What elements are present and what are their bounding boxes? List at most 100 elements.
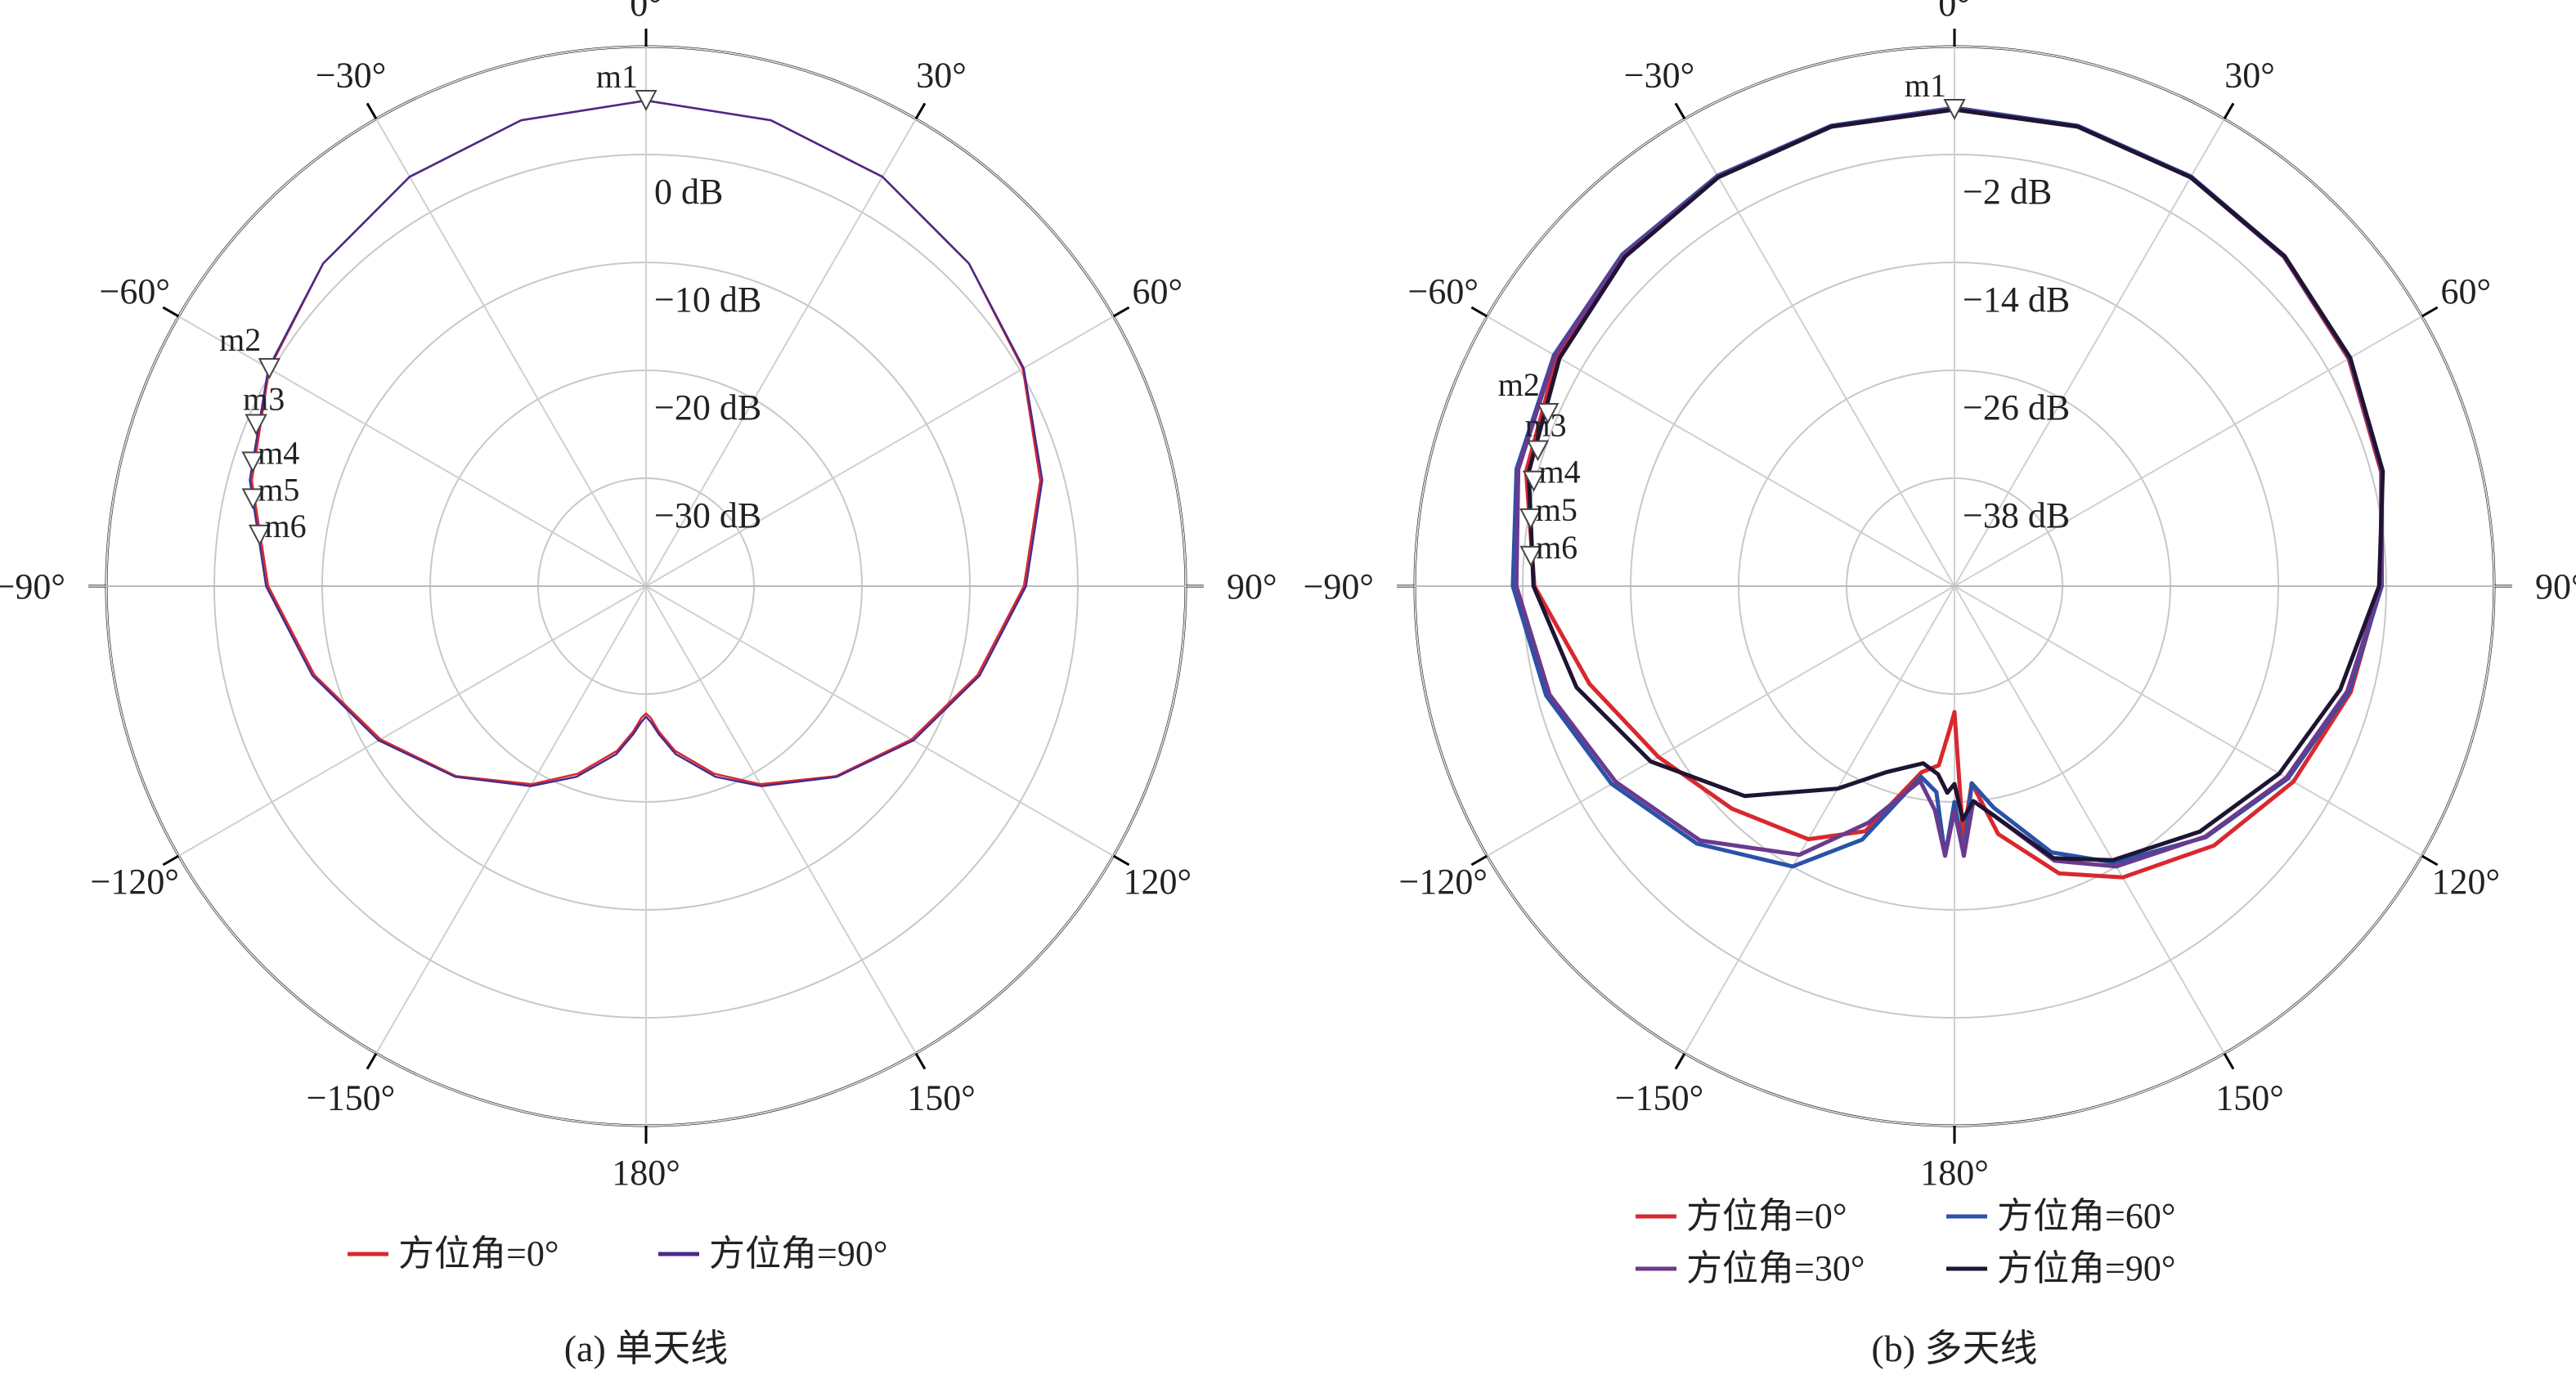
polar-outer-tick — [2223, 102, 2235, 120]
angle-tick-label: 150° — [2215, 1077, 2284, 1118]
radial-tick-label: −2 dB — [1963, 172, 2052, 212]
angle-tick-label: 60° — [1132, 271, 1183, 311]
panel-caption: (b) 多天线 — [1871, 1328, 2037, 1369]
angle-tick-label: 180° — [1920, 1153, 1989, 1193]
series-line — [250, 99, 1042, 786]
polar-spoke — [645, 585, 1115, 857]
angle-tick-label: −120° — [1399, 862, 1488, 902]
polar-outer-tick — [1112, 306, 1130, 318]
polar-spoke — [375, 118, 647, 587]
polar-outer-tick — [1470, 306, 1488, 318]
angle-tick-label: −90° — [1304, 567, 1374, 607]
legend-entry: 方位角=30° — [1686, 1248, 1865, 1288]
marker-triangle — [1943, 99, 1966, 120]
marker-label: m1 — [596, 58, 638, 95]
angle-tick-label: 180° — [612, 1153, 680, 1193]
angle-tick-label: 0° — [1938, 0, 1971, 24]
radial-tick-label: −30 dB — [654, 495, 761, 535]
polar-spoke — [1954, 585, 2225, 1055]
marker-triangle — [635, 90, 657, 111]
polar-spoke — [177, 585, 647, 857]
marker-label: m3 — [1525, 406, 1567, 443]
marker-triangle — [245, 414, 267, 436]
legend-entry: 方位角=0° — [1686, 1196, 1847, 1236]
polar-spoke — [1954, 585, 2423, 857]
polar-outer-tick — [366, 1052, 378, 1070]
polar-spoke — [645, 585, 917, 1055]
angle-tick-label: 30° — [916, 56, 967, 96]
radial-tick-label: −26 dB — [1963, 387, 2070, 428]
angle-tick-label: −60° — [1408, 271, 1479, 311]
marker-triangle — [1537, 402, 1560, 424]
polar-spoke — [375, 585, 647, 1055]
polar-spoke — [645, 118, 917, 587]
marker-triangle — [241, 451, 264, 473]
polar-outer-tick — [1674, 1052, 1686, 1070]
series-line — [249, 99, 1043, 787]
angle-tick-label: 90° — [2535, 567, 2576, 607]
polar-outer-tick — [2421, 854, 2439, 867]
angle-tick-label: −60° — [100, 271, 170, 311]
angle-tick-label: −150° — [307, 1077, 395, 1118]
marker-triangle — [1519, 508, 1542, 530]
legend-entry: 方位角=90° — [709, 1234, 887, 1274]
panel-caption: (a) 单天线 — [564, 1328, 729, 1369]
legend-entry: 方位角=60° — [1997, 1196, 2175, 1236]
polar-outer-tick — [1674, 102, 1686, 120]
marker-label: m5 — [1536, 491, 1577, 528]
marker-triangle — [258, 358, 280, 379]
polar-outer-tick — [162, 306, 180, 318]
polar-spoke — [645, 316, 1115, 587]
polar-spoke — [1486, 585, 1955, 857]
angle-tick-label: −30° — [316, 56, 386, 96]
radial-tick-label: 0 dB — [654, 172, 723, 212]
marker-triangle — [1522, 470, 1546, 492]
polar-outer-tick — [366, 102, 378, 120]
radial-tick-label: −20 dB — [654, 387, 761, 428]
marker-label: m2 — [219, 321, 261, 358]
marker-triangle — [1519, 545, 1542, 567]
marker-label: m6 — [265, 508, 307, 544]
polar-outer-tick — [2421, 306, 2439, 318]
marker-triangle — [1526, 440, 1550, 462]
marker-label: m1 — [1905, 67, 1946, 104]
marker-label: m6 — [1536, 529, 1577, 566]
marker-label: m3 — [243, 380, 285, 417]
angle-tick-label: 90° — [1227, 567, 1277, 607]
polar-outer-tick — [914, 102, 927, 120]
angle-tick-label: 150° — [907, 1077, 976, 1118]
panel-multi-antenna: 0° 30° 60° 90° 120° 150° 180° −150° −120° −90° −60… — [1304, 0, 2576, 1369]
angle-tick-label: 120° — [1123, 862, 1192, 902]
marker-triangle — [248, 524, 272, 546]
angle-tick-label: −30° — [1624, 56, 1694, 96]
polar-spoke — [1684, 118, 1955, 587]
angle-tick-label: 120° — [2431, 862, 2500, 902]
polar-outer-tick — [914, 1052, 927, 1070]
marker-label: m5 — [258, 471, 299, 508]
polar-outer-tick — [162, 854, 180, 867]
polar-outer-tick — [1112, 854, 1130, 867]
legend-entry: 方位角=0° — [398, 1234, 559, 1274]
angle-tick-label: 60° — [2440, 271, 2491, 311]
radial-tick-label: −10 dB — [654, 280, 761, 320]
angle-tick-label: −150° — [1615, 1077, 1703, 1118]
angle-tick-label: −120° — [91, 862, 179, 902]
polar-spoke — [1954, 118, 2225, 587]
polar-spoke — [1684, 585, 1955, 1055]
marker-label: m4 — [1539, 454, 1581, 490]
marker-triangle — [241, 488, 264, 510]
radial-tick-label: −14 dB — [1963, 280, 2070, 320]
marker-label: m4 — [258, 434, 299, 471]
polar-spoke — [1954, 316, 2423, 587]
polar-outer-tick — [2223, 1052, 2235, 1070]
angle-tick-label: −90° — [0, 567, 65, 607]
marker-label: m2 — [1498, 366, 1540, 403]
polar-outer-tick — [1470, 854, 1488, 867]
panel-single-antenna: 0° 30° 60° 90° 120° 150° 180° −150° −120° −90° −60… — [0, 0, 1277, 1369]
legend-entry: 方位角=90° — [1997, 1248, 2175, 1288]
polar-spoke — [1486, 316, 1955, 587]
polar-spoke — [177, 316, 647, 587]
angle-tick-label: 0° — [630, 0, 662, 24]
